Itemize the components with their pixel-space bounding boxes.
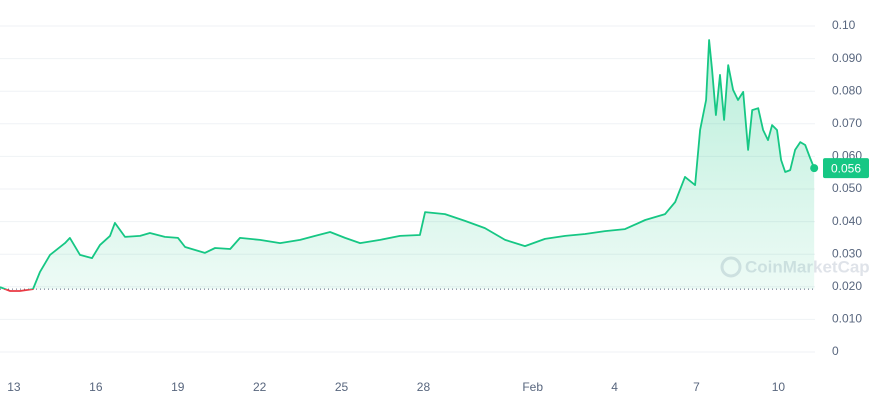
x-tick-label: 28 [417, 380, 431, 394]
x-tick-label: 25 [335, 380, 349, 394]
x-tick-label: 10 [772, 380, 786, 394]
y-tick-label: 0.090 [832, 51, 862, 65]
price-tag-bg [823, 158, 869, 179]
y-tick-label: 0.050 [832, 181, 862, 195]
x-tick-label: Feb [522, 380, 543, 394]
price-line [0, 39, 816, 290]
x-tick-label: 7 [693, 380, 700, 394]
y-tick-label: 0.010 [832, 312, 862, 326]
y-tick-label: 0.030 [832, 246, 862, 260]
x-tick-label: 4 [611, 380, 618, 394]
last-point [810, 164, 819, 173]
x-tick-label: 22 [253, 380, 267, 394]
y-tick-label: 0.080 [832, 83, 862, 97]
y-tick-label: 0.10 [832, 18, 856, 32]
price-tag: 0.056 [831, 161, 861, 175]
x-tick-label: 19 [171, 380, 185, 394]
y-tick-label: 0 [832, 344, 839, 358]
x-tick-label: 13 [7, 380, 21, 394]
y-tick-label: 0.040 [832, 214, 862, 228]
price-area [0, 40, 815, 290]
y-tick-label: 0.020 [832, 279, 862, 293]
x-tick-label: 16 [89, 380, 103, 394]
y-tick-label: 0.070 [832, 116, 862, 130]
